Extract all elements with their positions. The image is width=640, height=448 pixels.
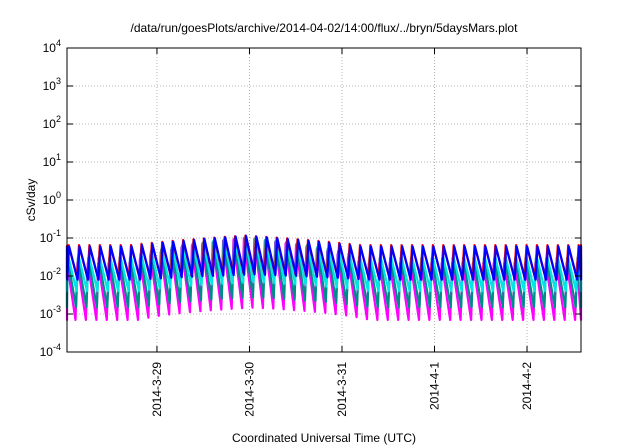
y-tick-label: 100 bbox=[43, 190, 61, 207]
y-tick-label: 102 bbox=[43, 114, 61, 131]
x-axis: 2014-3-29 2014-3-30 2014-3-31 2014-4-1 2014-… bbox=[150, 48, 534, 417]
y-axis: 10-4 10-3 10-2 10-1 100 101 102 103 104 bbox=[40, 38, 581, 359]
chart-title: /data/run/goesPlots/archive/2014-04-02/1… bbox=[131, 21, 519, 35]
y-tick-label: 103 bbox=[43, 76, 61, 93]
x-tick-label: 2014-3-30 bbox=[242, 362, 256, 417]
y-tick-label: 10-2 bbox=[40, 266, 61, 283]
x-tick-label: 2014-4-1 bbox=[428, 362, 442, 410]
series-line bbox=[65, 234, 583, 281]
x-tick-label: 2014-4-2 bbox=[520, 362, 534, 410]
x-tick-label: 2014-3-29 bbox=[150, 362, 164, 417]
series-lines bbox=[65, 234, 583, 321]
y-axis-label: cSv/day bbox=[24, 179, 38, 222]
x-tick-label: 2014-3-31 bbox=[335, 362, 349, 417]
y-tick-label: 10-1 bbox=[40, 228, 61, 245]
x-axis-label: Coordinated Universal Time (UTC) bbox=[232, 431, 416, 445]
y-tick-label: 10-3 bbox=[40, 304, 61, 321]
y-tick-label: 104 bbox=[43, 38, 61, 55]
y-tick-label: 10-4 bbox=[40, 342, 61, 359]
y-tick-label: 101 bbox=[43, 152, 61, 169]
